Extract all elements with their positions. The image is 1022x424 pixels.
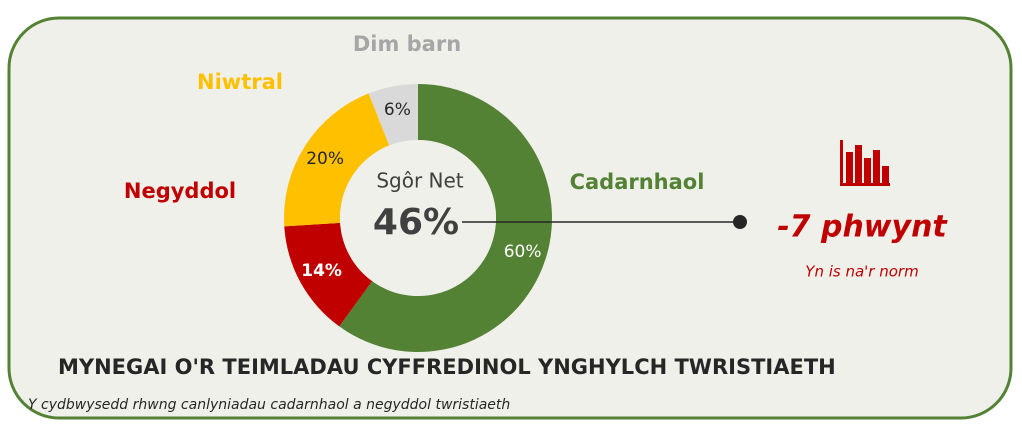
center-value: 46%: [373, 202, 459, 243]
connector-dot: [733, 215, 747, 229]
value-label: 6%: [384, 100, 411, 120]
center-label: Sgôr Net: [376, 169, 463, 193]
value-label: 60%: [504, 242, 542, 262]
slice: [368, 84, 418, 146]
change: -7 phwynt: [777, 210, 948, 245]
category-label: Niwtral: [197, 70, 283, 94]
category-label: Negyddol: [124, 179, 236, 203]
subtitle: Y cydbwysedd rhwng canlyniadau cadarnhao…: [28, 397, 510, 413]
donut-hole: [340, 140, 496, 296]
slice: [283, 93, 390, 227]
category-label: Dim barn: [353, 32, 461, 56]
change-note: Yn is na'r norm: [805, 263, 918, 281]
title: MYNEGAI O'R TEIMLADAU CYFFREDINOL YNGHYL…: [58, 355, 836, 379]
category-label: Cadarnhaol: [570, 170, 705, 194]
chart-icon: [840, 140, 890, 186]
donut: [283, 84, 552, 352]
value-label: 14%: [301, 261, 342, 281]
value-label: 20%: [306, 149, 344, 169]
slice: [339, 84, 552, 352]
slice: [284, 222, 373, 327]
